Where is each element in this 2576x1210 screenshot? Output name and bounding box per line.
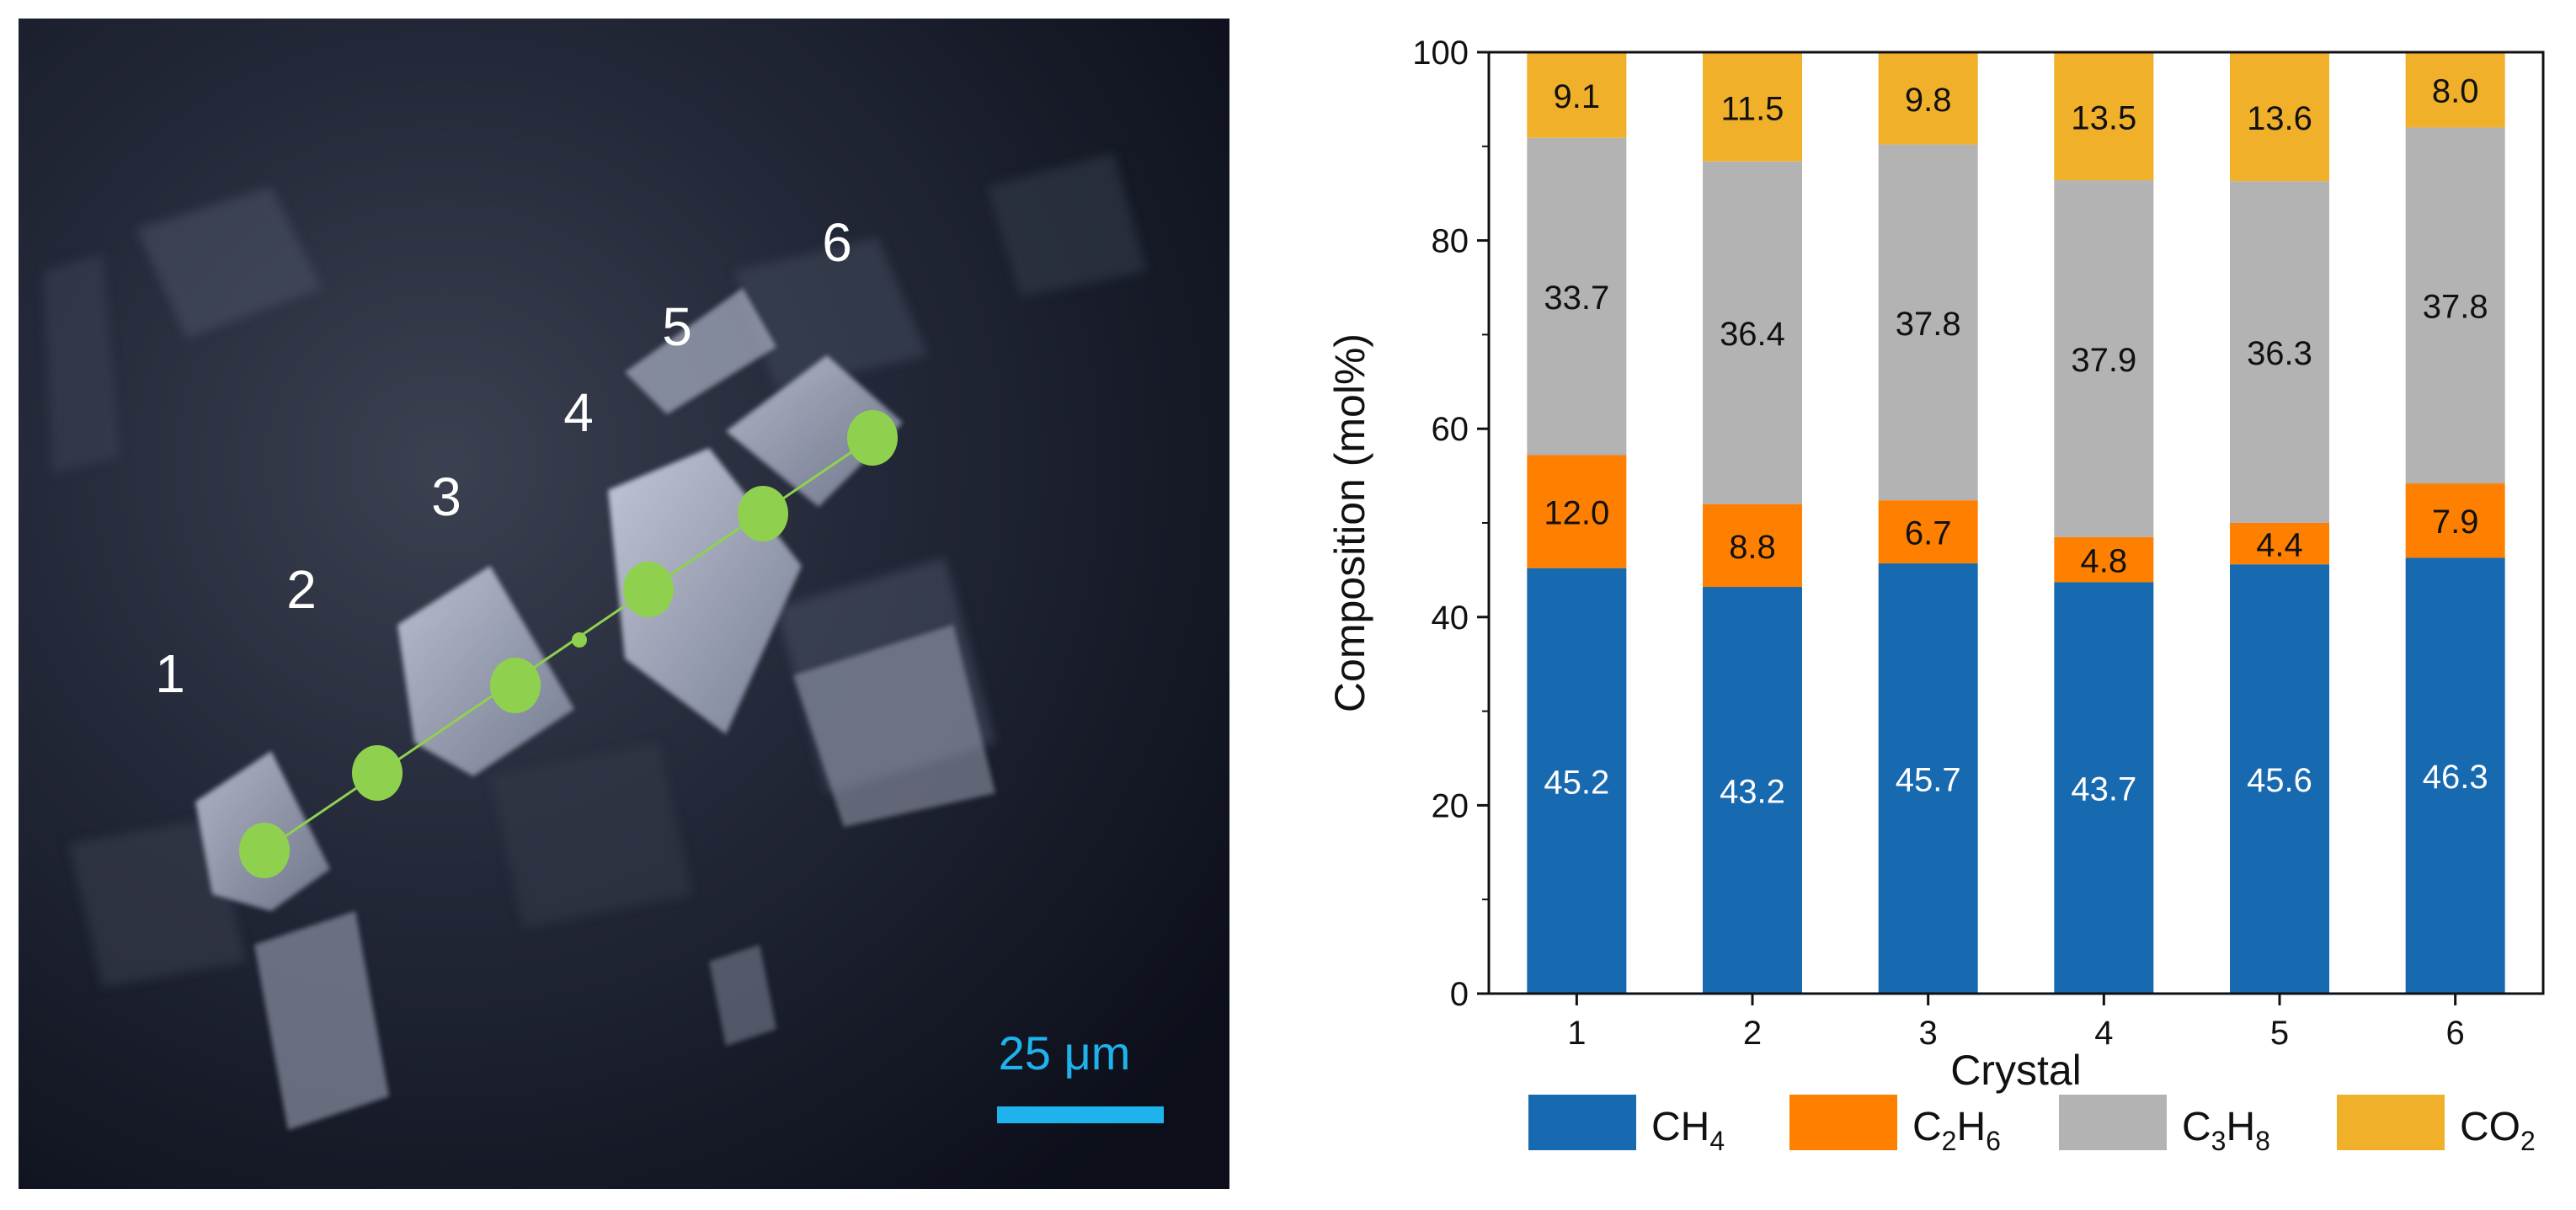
crystal-label-2: 2	[286, 559, 317, 620]
bar-segment-s1-c3	[1878, 563, 1978, 994]
data-label-s2-c3: 6.7	[1905, 515, 1952, 552]
data-label-s4-c5: 13.6	[2247, 100, 2312, 137]
measurement-transect	[239, 410, 898, 878]
crystal-label-1: 1	[155, 643, 185, 704]
x-tick-label-3: 3	[1919, 1015, 1938, 1052]
crystal-label-6: 6	[822, 212, 852, 273]
crystal-label-4: 4	[563, 382, 594, 443]
bar-segment-s4-c3	[1878, 52, 1978, 145]
x-tick-label-6: 6	[2446, 1015, 2465, 1052]
plot-frame	[1487, 51, 2545, 995]
data-label-s3-c3: 37.8	[1896, 306, 1961, 343]
data-label-s4-c6: 8.0	[2432, 73, 2479, 110]
x-tick-label-2: 2	[1743, 1015, 1762, 1052]
crystal-number-labels: 1 2 3 4 5 6	[155, 212, 852, 704]
bar-segment-s3-c1	[1527, 137, 1627, 456]
measurement-point-6	[847, 410, 898, 466]
y-tick-label-60: 60	[1432, 411, 1469, 448]
bar-segment-s1-c4	[2054, 582, 2154, 994]
measurement-point-2	[352, 745, 403, 801]
bar-segment-s2-c1	[1527, 455, 1627, 568]
legend-swatch-4	[2337, 1095, 2445, 1150]
y-tick-label-100: 100	[1412, 35, 1469, 72]
crystal-label-3: 3	[431, 466, 461, 527]
scale-bar	[997, 1106, 1164, 1123]
data-label-s3-c4: 37.9	[2071, 342, 2136, 379]
data-label-s3-c6: 37.8	[2423, 289, 2488, 326]
data-label-s2-c5: 4.4	[2256, 527, 2303, 564]
background-crystals	[44, 153, 1147, 987]
data-label-s3-c5: 36.3	[2247, 335, 2312, 372]
bar-segment-s4-c4	[2054, 53, 2154, 181]
data-label-s2-c2: 8.8	[1729, 529, 1776, 566]
bar-segment-s3-c3	[1878, 144, 1978, 501]
data-label-s4-c1: 9.1	[1554, 78, 1601, 115]
x-axis-title: Crystal	[1950, 1047, 2082, 1094]
bars-layer	[1527, 52, 2505, 994]
bar-segment-s4-c2	[1703, 53, 1802, 162]
bar-segment-s2-c2	[1703, 504, 1802, 588]
y-tick-label-0: 0	[1450, 976, 1469, 1013]
x-tick-label-4: 4	[2094, 1015, 2113, 1052]
bar-segment-s1-c5	[2230, 564, 2329, 994]
data-label-s1-c4: 43.7	[2071, 771, 2136, 808]
x-tick-label-1: 1	[1567, 1015, 1586, 1052]
composition-chart: 45.212.033.79.143.28.836.411.545.76.737.…	[1326, 35, 2545, 1156]
crystal-faces	[195, 288, 995, 1130]
bar-segment-s2-c3	[1878, 500, 1978, 564]
measurement-point-4	[623, 562, 674, 617]
legend-label-4: CO2	[2460, 1105, 2536, 1156]
bar-segment-s4-c1	[1527, 52, 1627, 138]
legend-swatch-2	[1789, 1095, 1897, 1150]
measurement-point-3	[490, 658, 541, 713]
data-label-s4-c2: 11.5	[1721, 90, 1784, 127]
legend: CH4 C2H6 C3H8 CO2	[1528, 1095, 2536, 1156]
bar-segment-s4-c5	[2230, 53, 2329, 182]
measurement-point-small	[572, 632, 587, 648]
data-label-s1-c6: 46.3	[2423, 759, 2488, 796]
legend-swatch-3	[2059, 1095, 2167, 1150]
y-tick-label-80: 80	[1432, 223, 1469, 260]
data-label-s4-c3: 9.8	[1905, 82, 1952, 119]
bar-segment-s2-c4	[2054, 536, 2154, 583]
data-label-s1-c1: 45.2	[1544, 764, 1609, 801]
x-tick-label-5: 5	[2270, 1015, 2289, 1052]
legend-label-2: C2H6	[1912, 1105, 2001, 1156]
data-label-s1-c5: 45.6	[2247, 762, 2312, 799]
data-label-s4-c4: 13.5	[2071, 100, 2136, 137]
data-label-s2-c6: 7.9	[2432, 504, 2479, 541]
bar-segment-s1-c2	[1703, 587, 1802, 994]
bar-segment-s3-c4	[2054, 180, 2154, 537]
measurement-point-1	[239, 823, 290, 878]
scale-bar-label: 25 μm	[999, 1026, 1131, 1079]
data-labels-layer: 45.2 12.0 33.7 9.1 43.2 8.8 36.4 11.5 45.7 6.7 37.…	[1544, 73, 2488, 811]
measurement-point-5	[738, 486, 788, 541]
bar-segment-s2-c6	[2405, 483, 2505, 558]
bar-segment-s3-c6	[2405, 127, 2505, 484]
bar-segment-s2-c5	[2230, 523, 2329, 565]
data-label-s2-c1: 12.0	[1544, 495, 1609, 532]
micrograph-image: 1 2 3 4 5 6 25 μm	[19, 19, 1229, 1189]
data-label-s3-c2: 36.4	[1720, 316, 1785, 353]
data-label-s3-c1: 33.7	[1544, 280, 1609, 317]
legend-swatch-1	[1528, 1095, 1636, 1150]
legend-label-1: CH4	[1651, 1105, 1725, 1156]
bar-segment-s4-c6	[2405, 52, 2505, 128]
y-tick-label-20: 20	[1432, 787, 1469, 824]
bar-segment-s3-c2	[1703, 161, 1802, 504]
data-label-s1-c3: 45.7	[1896, 762, 1961, 799]
y-tick-label-40: 40	[1432, 600, 1469, 637]
bar-segment-s3-c5	[2230, 181, 2329, 523]
y-axis-title: Composition (mol%)	[1326, 333, 1373, 712]
legend-label-3: C3H8	[2182, 1105, 2270, 1156]
bar-segment-s1-c6	[2405, 557, 2505, 994]
bar-segment-s1-c1	[1527, 568, 1627, 994]
crystal-label-5: 5	[662, 296, 692, 357]
data-label-s1-c2: 43.2	[1720, 774, 1785, 811]
data-label-s2-c4: 4.8	[2081, 543, 2128, 580]
